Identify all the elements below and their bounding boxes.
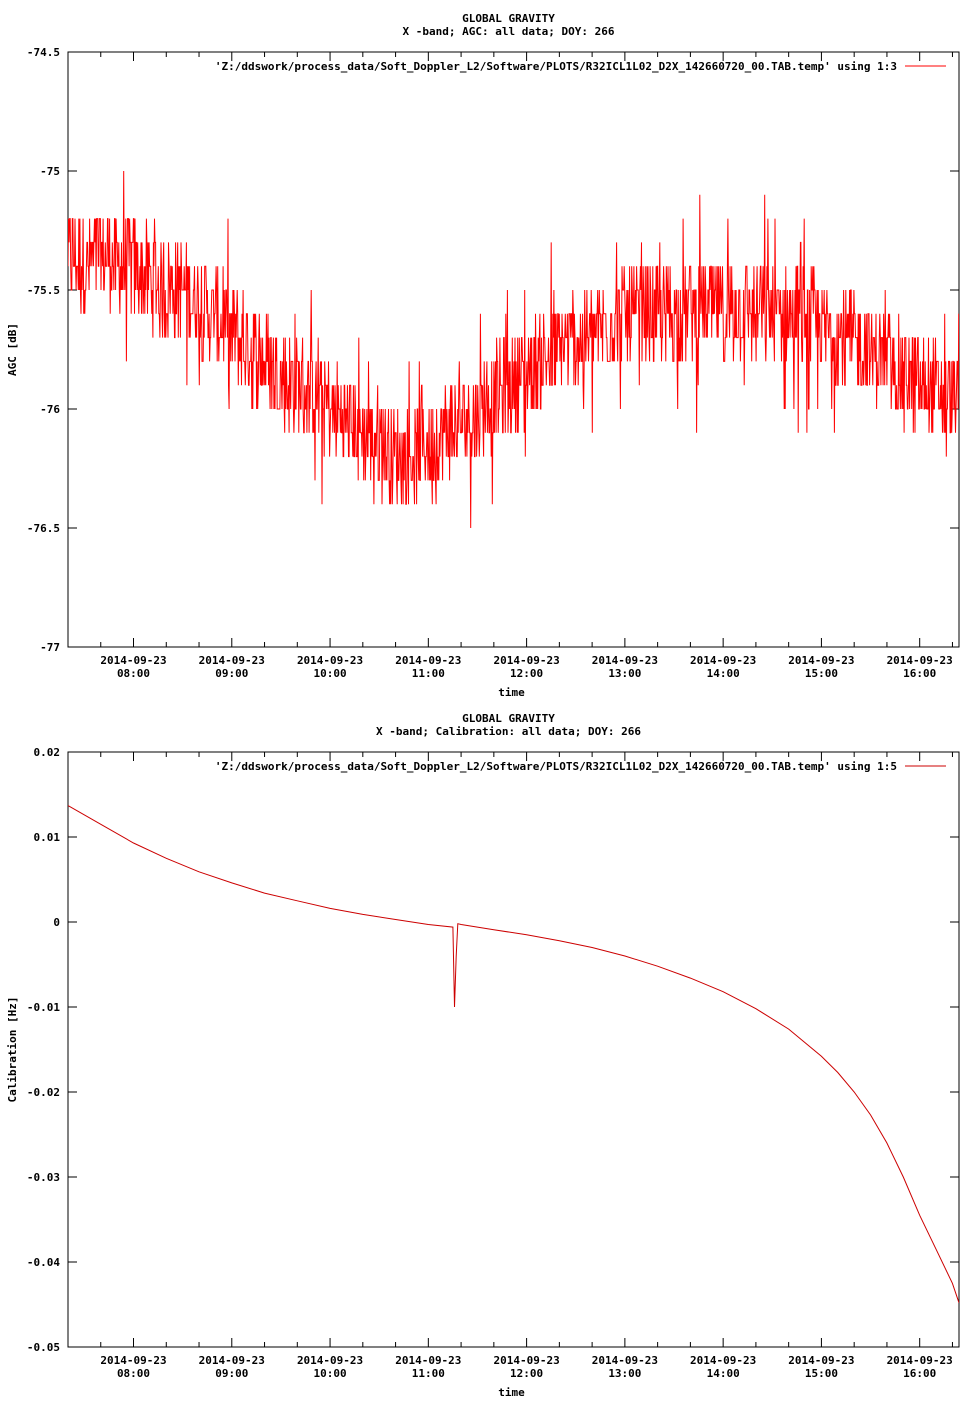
x-tick-time-label: 13:00 [608,1367,641,1380]
x-tick-time-label: 08:00 [117,1367,150,1380]
legend-label: 'Z:/ddswork/process_data/Soft_Doppler_L2… [215,760,897,773]
x-tick-time-label: 09:00 [215,667,248,680]
legend-label: 'Z:/ddswork/process_data/Soft_Doppler_L2… [215,60,897,73]
x-tick-date-label: 2014-09-23 [199,1354,265,1367]
x-tick-time-label: 14:00 [707,667,740,680]
x-tick-date-label: 2014-09-23 [100,1354,166,1367]
y-tick-label: 0.02 [34,746,61,759]
x-tick-date-label: 2014-09-23 [100,654,166,667]
x-tick-date-label: 2014-09-23 [493,654,559,667]
x-tick-date-label: 2014-09-23 [690,1354,756,1367]
y-tick-label: -0.05 [27,1341,60,1354]
x-axis-label: time [498,1386,525,1399]
x-tick-time-label: 10:00 [313,667,346,680]
x-tick-date-label: 2014-09-23 [788,654,854,667]
x-tick-time-label: 14:00 [707,1367,740,1380]
x-tick-time-label: 08:00 [117,667,150,680]
y-tick-label: -77 [40,641,60,654]
x-tick-date-label: 2014-09-23 [297,1354,363,1367]
y-tick-label: -75.5 [27,284,60,297]
x-tick-date-label: 2014-09-23 [690,654,756,667]
x-tick-date-label: 2014-09-23 [788,1354,854,1367]
y-tick-label: -0.04 [27,1256,60,1269]
y-tick-label: -76 [40,403,60,416]
chart-title: GLOBAL GRAVITY [462,712,555,725]
y-tick-label: -74.5 [27,46,60,59]
x-tick-time-label: 15:00 [805,667,838,680]
x-tick-date-label: 2014-09-23 [395,654,461,667]
y-tick-label: -0.01 [27,1001,60,1014]
y-tick-label: -0.02 [27,1086,60,1099]
x-tick-date-label: 2014-09-23 [395,1354,461,1367]
x-tick-time-label: 12:00 [510,667,543,680]
x-tick-time-label: 16:00 [903,1367,936,1380]
x-tick-time-label: 11:00 [412,667,445,680]
x-tick-time-label: 15:00 [805,1367,838,1380]
y-tick-label: -75 [40,165,60,178]
y-tick-label: 0 [53,916,60,929]
x-tick-time-label: 12:00 [510,1367,543,1380]
y-axis-label: Calibration [Hz] [6,997,19,1103]
chart-subtitle: X -band; AGC: all data; DOY: 266 [403,25,615,38]
x-tick-date-label: 2014-09-23 [887,654,953,667]
x-tick-time-label: 09:00 [215,1367,248,1380]
x-tick-date-label: 2014-09-23 [493,1354,559,1367]
x-tick-time-label: 11:00 [412,1367,445,1380]
x-tick-date-label: 2014-09-23 [592,1354,658,1367]
plot-frame [67,751,960,1348]
y-tick-label: 0.01 [34,831,61,844]
chart-title: GLOBAL GRAVITY [462,12,555,25]
series-line [68,805,959,1303]
y-axis-label: AGC [dB] [6,323,19,376]
x-tick-date-label: 2014-09-23 [297,654,363,667]
x-tick-time-label: 10:00 [313,1367,346,1380]
x-tick-date-label: 2014-09-23 [199,654,265,667]
x-tick-date-label: 2014-09-23 [592,654,658,667]
series-line [68,170,959,529]
x-tick-time-label: 13:00 [608,667,641,680]
x-axis-label: time [498,686,525,699]
x-tick-time-label: 16:00 [903,667,936,680]
x-tick-date-label: 2014-09-23 [887,1354,953,1367]
y-tick-label: -0.03 [27,1171,60,1184]
chart-subtitle: X -band; Calibration: all data; DOY: 266 [376,725,641,738]
y-tick-label: -76.5 [27,522,60,535]
